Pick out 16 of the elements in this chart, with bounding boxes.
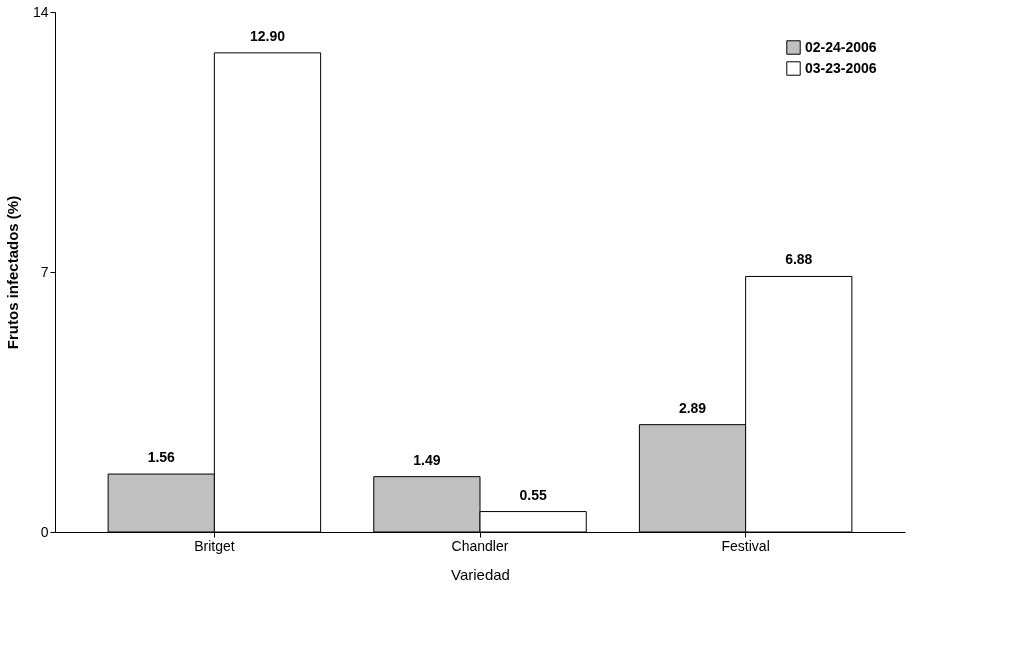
x-tick-label: Chandler xyxy=(451,537,509,554)
data-label: 1.56 xyxy=(147,449,176,466)
x-axis-title: Variedad xyxy=(451,565,510,583)
y-axis-title: Frutos infectados (%) xyxy=(3,195,21,350)
data-label: 6.88 xyxy=(785,251,813,268)
y-tick-label: 0 xyxy=(40,523,49,540)
data-label: 12.90 xyxy=(249,27,286,44)
legend-label: 03-23-2006 xyxy=(805,59,877,76)
x-tick-label: Festival xyxy=(721,537,770,554)
data-label: 2.89 xyxy=(678,399,707,416)
y-tick-label: 14 xyxy=(32,3,49,20)
data-label: 0.55 xyxy=(519,486,547,503)
y-tick-label: 7 xyxy=(40,263,49,280)
data-label: 1.49 xyxy=(413,451,441,468)
x-tick-label: Britget xyxy=(194,537,235,554)
legend-label: 02-24-2006 xyxy=(805,38,877,55)
